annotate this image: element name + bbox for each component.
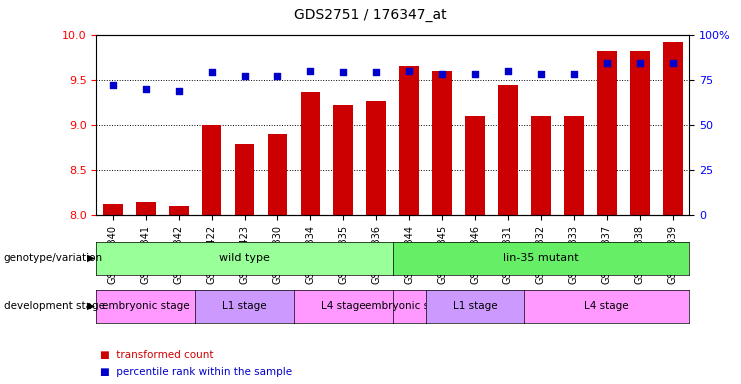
Text: genotype/variation: genotype/variation — [4, 253, 103, 263]
Point — [436, 71, 448, 77]
Point — [469, 71, 481, 77]
Point — [568, 71, 579, 77]
Bar — [531, 116, 551, 215]
Point — [403, 68, 415, 74]
Bar — [136, 202, 156, 215]
Bar — [103, 204, 123, 215]
Text: embryonic stage: embryonic stage — [365, 301, 453, 311]
Point — [173, 88, 185, 94]
Bar — [333, 105, 353, 215]
Bar — [235, 144, 254, 215]
Point — [502, 68, 514, 74]
Text: ▶: ▶ — [87, 301, 95, 311]
Text: ▶: ▶ — [87, 253, 95, 263]
Text: L1 stage: L1 stage — [453, 301, 497, 311]
Bar — [301, 92, 320, 215]
Text: L4 stage: L4 stage — [585, 301, 629, 311]
Bar — [202, 125, 222, 215]
Point — [370, 70, 382, 76]
Bar — [564, 116, 584, 215]
Text: lin-35 mutant: lin-35 mutant — [503, 253, 579, 263]
Point — [206, 70, 218, 76]
Point — [107, 82, 119, 88]
Point — [535, 71, 547, 77]
Point — [667, 60, 679, 66]
Text: ■  transformed count: ■ transformed count — [100, 350, 213, 360]
Text: GDS2751 / 176347_at: GDS2751 / 176347_at — [294, 8, 447, 22]
Point — [634, 60, 645, 66]
Bar — [498, 85, 518, 215]
Bar — [366, 101, 386, 215]
Text: L4 stage: L4 stage — [321, 301, 365, 311]
Text: embryonic stage: embryonic stage — [102, 301, 190, 311]
Text: ■  percentile rank within the sample: ■ percentile rank within the sample — [100, 367, 292, 377]
Text: development stage: development stage — [4, 301, 104, 311]
Bar — [465, 116, 485, 215]
Text: wild type: wild type — [219, 253, 270, 263]
Point — [140, 86, 152, 92]
Point — [337, 70, 349, 76]
Point — [601, 60, 613, 66]
Point — [271, 73, 283, 79]
Point — [305, 68, 316, 74]
Bar — [630, 51, 650, 215]
Bar — [597, 51, 617, 215]
Bar — [268, 134, 288, 215]
Bar — [432, 71, 452, 215]
Bar — [399, 66, 419, 215]
Text: L1 stage: L1 stage — [222, 301, 267, 311]
Point — [239, 73, 250, 79]
Bar — [169, 206, 188, 215]
Bar — [662, 42, 682, 215]
